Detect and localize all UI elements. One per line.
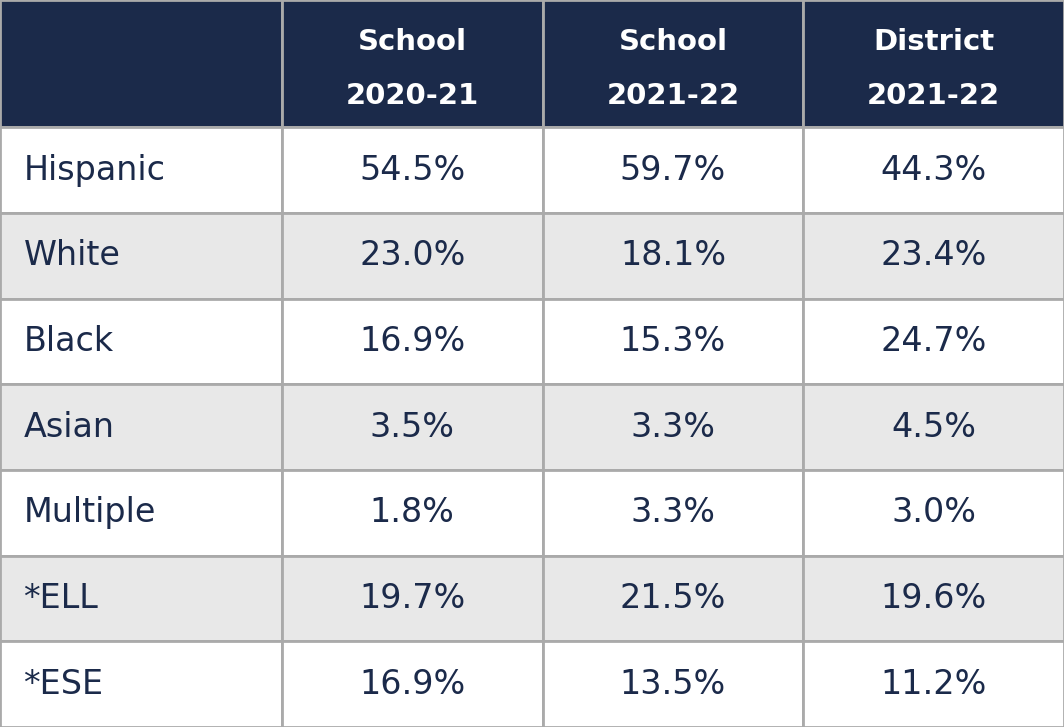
Text: White: White [23,239,120,272]
Text: Hispanic: Hispanic [23,153,165,187]
Bar [0,555,282,641]
Bar [543,0,803,127]
Text: 2021-22: 2021-22 [606,82,739,111]
Bar [282,385,543,470]
Bar [282,470,543,555]
Bar [0,213,282,299]
Text: 54.5%: 54.5% [360,153,465,187]
Bar [282,641,543,727]
Text: 19.7%: 19.7% [360,582,465,615]
Text: Asian: Asian [23,411,115,443]
Text: 3.3%: 3.3% [631,497,715,529]
Text: 4.5%: 4.5% [892,411,976,443]
Text: 1.8%: 1.8% [370,497,454,529]
Bar [803,127,1064,213]
Bar [0,299,282,385]
Bar [0,470,282,555]
Text: 3.3%: 3.3% [631,411,715,443]
Text: 59.7%: 59.7% [620,153,726,187]
Text: 2021-22: 2021-22 [867,82,1000,111]
Bar [282,299,543,385]
Bar [282,0,543,127]
Text: 18.1%: 18.1% [620,239,726,272]
Bar [543,555,803,641]
Bar [0,0,282,127]
Text: 3.5%: 3.5% [370,411,454,443]
Bar [803,641,1064,727]
Bar [543,470,803,555]
Bar [0,641,282,727]
Text: School: School [618,28,728,56]
Text: Black: Black [23,325,114,358]
Bar [282,555,543,641]
Text: 21.5%: 21.5% [620,582,726,615]
Bar [803,385,1064,470]
Text: 13.5%: 13.5% [620,667,726,701]
Bar [803,555,1064,641]
Bar [282,213,543,299]
Text: 23.0%: 23.0% [360,239,465,272]
Bar [543,641,803,727]
Text: *ESE: *ESE [23,667,103,701]
Text: 44.3%: 44.3% [881,153,986,187]
Bar [0,385,282,470]
Text: 19.6%: 19.6% [881,582,986,615]
Bar [543,213,803,299]
Bar [803,299,1064,385]
Text: 2020-21: 2020-21 [346,82,479,111]
Bar [0,127,282,213]
Bar [543,299,803,385]
Text: 24.7%: 24.7% [881,325,986,358]
Bar [803,0,1064,127]
Bar [543,385,803,470]
Text: 23.4%: 23.4% [881,239,986,272]
Text: 16.9%: 16.9% [360,325,465,358]
Text: *ELL: *ELL [23,582,98,615]
Text: 16.9%: 16.9% [360,667,465,701]
Bar [282,127,543,213]
Text: Multiple: Multiple [23,497,155,529]
Bar [543,127,803,213]
Text: 3.0%: 3.0% [892,497,976,529]
Text: School: School [358,28,467,56]
Bar [803,470,1064,555]
Text: 15.3%: 15.3% [620,325,726,358]
Text: 11.2%: 11.2% [881,667,986,701]
Text: District: District [874,28,994,56]
Bar [803,213,1064,299]
